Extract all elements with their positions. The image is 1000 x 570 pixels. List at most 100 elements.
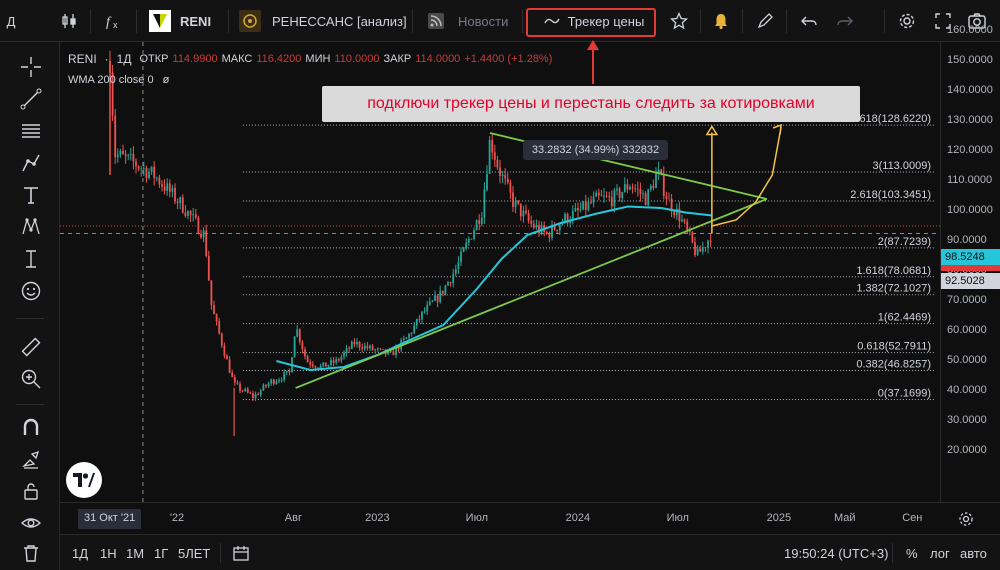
candle-body xyxy=(577,208,579,211)
crosshair-date: 31 Окт '21 xyxy=(84,512,136,524)
candle-body xyxy=(324,362,327,367)
candle-body xyxy=(618,188,621,199)
candle-body xyxy=(434,295,436,301)
auto-scale-button[interactable]: авто xyxy=(960,535,987,570)
price-chart[interactable]: 0(37.1699) 0.382(46.8257) 0.618(52.7911) 1(… xyxy=(60,42,940,502)
magnet-icon[interactable] xyxy=(18,414,44,440)
chart-type-candles-icon[interactable] xyxy=(56,0,82,42)
zoom-in-icon[interactable] xyxy=(18,366,44,392)
candle-body xyxy=(545,231,548,234)
fullscreen-icon[interactable] xyxy=(930,0,956,42)
candle-body xyxy=(150,166,153,172)
company-analysis-button[interactable]: РЕНЕССАНС [анализ] xyxy=(272,0,407,42)
toolbar-divider xyxy=(884,9,885,33)
watchlist-star-icon[interactable] xyxy=(666,0,692,42)
snapshot-camera-icon[interactable] xyxy=(964,0,990,42)
interval-5y-button[interactable]: 5ЛЕТ xyxy=(178,535,210,570)
company-label: РЕНЕССАНС [анализ] xyxy=(272,13,407,29)
interval-1m-button[interactable]: 1М xyxy=(126,535,144,570)
candle-body xyxy=(566,214,569,224)
trash-icon[interactable] xyxy=(18,540,44,566)
lock-drawing-icon[interactable] xyxy=(18,446,44,472)
interval-1y-button[interactable]: 1Г xyxy=(154,535,168,570)
price-tick-label: 100.0000 xyxy=(947,204,993,216)
fib-retracement-icon[interactable] xyxy=(18,118,44,144)
eye-icon[interactable] xyxy=(18,510,44,536)
legend-open-label: ОТКР xyxy=(139,53,169,65)
avatar-letter: Д xyxy=(6,13,16,29)
tracker-wave-icon xyxy=(544,18,560,24)
candle-body xyxy=(548,233,551,238)
candle-body xyxy=(350,341,353,349)
candle-body xyxy=(187,211,189,216)
time-axis-settings-icon[interactable] xyxy=(958,511,974,532)
drawing-brush-icon[interactable] xyxy=(752,0,778,42)
price-tick-label: 70.0000 xyxy=(947,294,987,306)
crosshair-icon[interactable] xyxy=(18,54,44,80)
price-axis[interactable]: 20.0000 30.0000 40.0000 50.0000 60.0000 70.00… xyxy=(940,24,1000,502)
company-logo-icon[interactable] xyxy=(236,0,264,42)
indicator-eye[interactable]: ø xyxy=(162,74,170,86)
alert-bell-icon[interactable] xyxy=(708,0,734,42)
candle-body xyxy=(353,341,356,345)
indicator-legend[interactable]: WMA 200 close 0 ø xyxy=(68,74,169,86)
candle-body xyxy=(408,333,410,338)
candle-body xyxy=(223,345,226,356)
percent-scale-button[interactable]: % xyxy=(906,535,918,570)
candle-body xyxy=(267,383,270,387)
fib-level-label: 0.618(52.7911) xyxy=(857,341,931,353)
candle-body xyxy=(340,356,343,361)
price-tick-label: 60.0000 xyxy=(947,324,987,336)
candle-body xyxy=(317,367,319,369)
news-icon[interactable] xyxy=(424,0,448,42)
interval-1w-button[interactable]: 1Н xyxy=(100,535,117,570)
toolbar-divider xyxy=(412,9,413,33)
emoji-icon[interactable] xyxy=(18,278,44,304)
ruler-icon[interactable] xyxy=(18,334,44,360)
time-tick-label: Авг xyxy=(284,512,303,524)
interval-1d-button[interactable]: 1Д xyxy=(72,535,88,570)
clock-timezone-button[interactable]: 19:50:24 (UTC+3) xyxy=(784,535,888,570)
redo-icon[interactable] xyxy=(832,0,858,42)
candle-body xyxy=(475,220,478,231)
symbol-logo-icon[interactable] xyxy=(146,0,174,42)
text-tool-icon[interactable] xyxy=(18,182,44,208)
candle-body xyxy=(122,150,124,155)
legend-close: 114.0000 xyxy=(415,53,461,65)
symbol-search-button[interactable]: RENI xyxy=(180,0,211,42)
candle-body xyxy=(200,233,202,238)
candle-body xyxy=(600,195,603,197)
candle-body xyxy=(642,193,644,195)
legend-symbol: RENI xyxy=(68,52,97,66)
tv-logo-icon[interactable] xyxy=(66,462,102,498)
date-range-calendar-icon[interactable] xyxy=(232,535,250,570)
trend-line-icon[interactable] xyxy=(18,86,44,112)
candle-body xyxy=(587,201,590,210)
svg-text:f: f xyxy=(106,15,112,30)
settings-gear-icon[interactable] xyxy=(894,0,920,42)
prediction-tool-icon[interactable] xyxy=(18,246,44,272)
fib-level-label: 0(37.1699) xyxy=(878,387,931,399)
time-tick-label: Июл xyxy=(465,512,488,524)
candle-body xyxy=(166,183,169,191)
time-axis[interactable]: '22 Авг 2023 Июл 2024 Июл 2025 Май Сен 31 Окт '2… xyxy=(60,502,1000,534)
candle-body xyxy=(639,189,642,195)
user-avatar[interactable]: Д xyxy=(0,0,22,42)
candle-body xyxy=(361,347,364,350)
candle-body xyxy=(423,311,426,313)
toolbar-divider xyxy=(228,9,229,33)
undo-icon[interactable] xyxy=(796,0,822,42)
candle-body xyxy=(504,174,507,179)
candle-body xyxy=(213,305,215,315)
pattern-tool-icon[interactable] xyxy=(18,214,44,240)
candle-body xyxy=(231,372,234,378)
log-scale-button[interactable]: лог xyxy=(930,535,950,570)
ohlc-legend: RENI · 1Д ОТКР 114.9900 МАКС 116.4200 МИН 1… xyxy=(68,52,552,66)
candle-body xyxy=(605,195,608,197)
legend-low: 110.0000 xyxy=(334,53,380,65)
news-button[interactable]: Новости xyxy=(458,0,508,42)
price-tracker-button[interactable]: Трекер цены xyxy=(532,0,656,42)
lock-icon[interactable] xyxy=(18,478,44,504)
path-tool-icon[interactable] xyxy=(18,150,44,176)
